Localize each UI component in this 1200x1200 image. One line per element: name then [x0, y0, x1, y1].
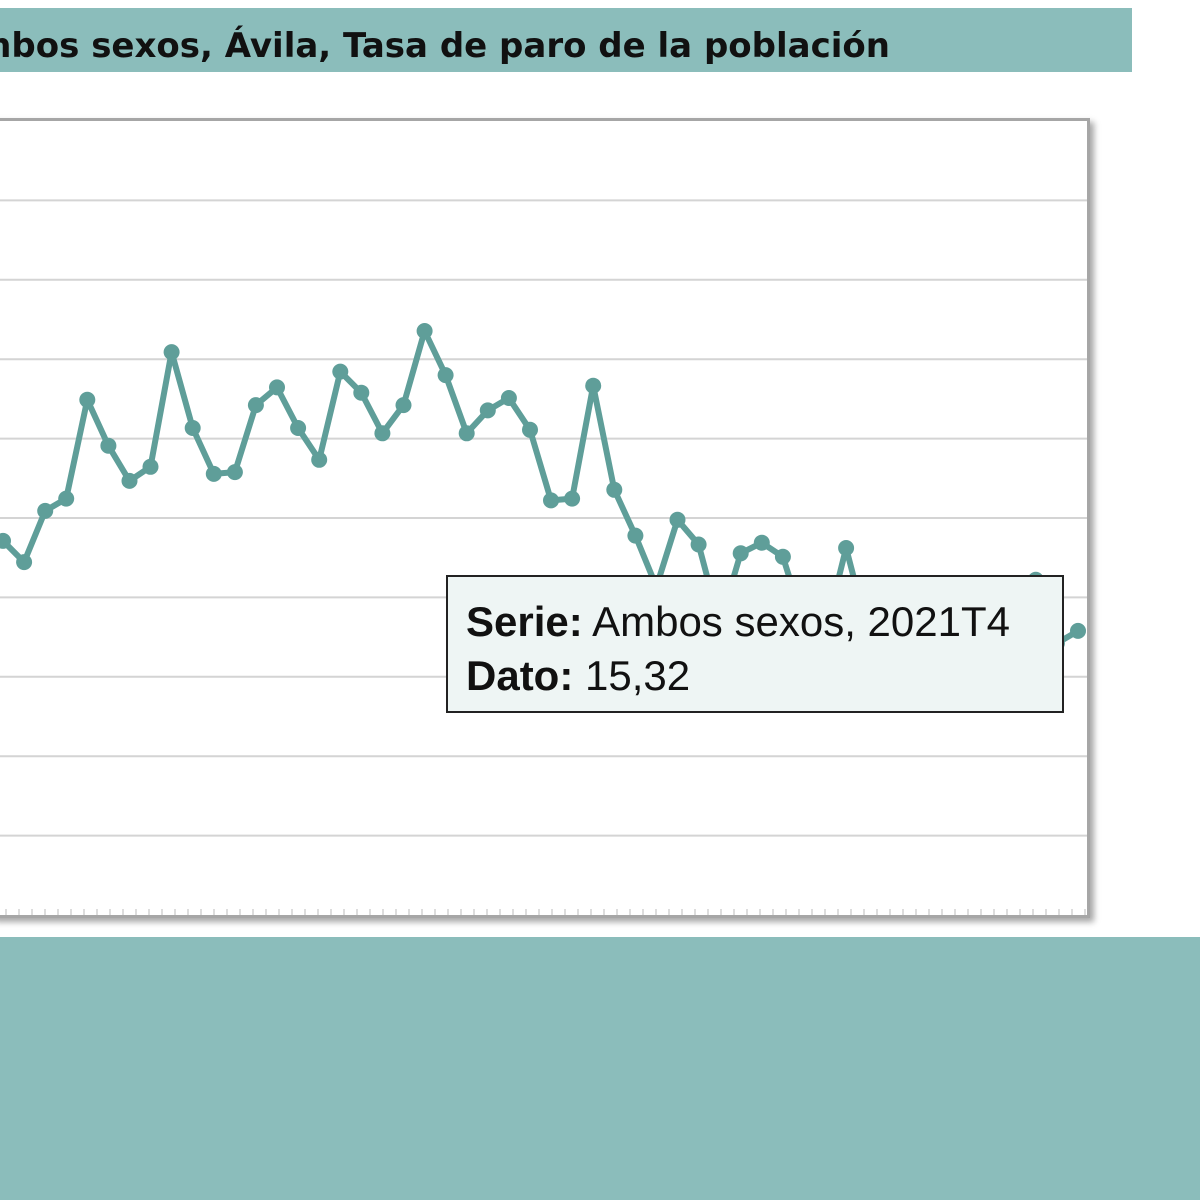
tooltip-serie-row: Serie: Ambos sexos, 2021T4	[466, 595, 1062, 649]
data-point[interactable]	[669, 511, 686, 528]
data-point[interactable]	[332, 363, 349, 380]
data-point[interactable]	[58, 490, 75, 507]
data-point[interactable]	[437, 367, 454, 384]
data-point[interactable]	[543, 492, 559, 509]
data-point[interactable]	[205, 465, 222, 482]
data-point[interactable]	[163, 344, 180, 361]
data-point[interactable]	[690, 536, 707, 553]
data-point[interactable]	[142, 458, 159, 475]
data-point[interactable]	[606, 481, 623, 498]
data-point[interactable]	[311, 451, 328, 468]
data-point[interactable]	[774, 548, 791, 565]
tooltip-serie-label: Serie:	[466, 598, 583, 645]
data-point[interactable]	[226, 464, 243, 481]
data-point[interactable]	[564, 490, 581, 507]
data-point[interactable]	[732, 545, 749, 562]
data-point[interactable]	[0, 532, 11, 549]
data-point[interactable]	[353, 384, 370, 401]
data-point[interactable]	[627, 527, 644, 544]
data-tooltip: Serie: Ambos sexos, 2021T4 Dato: 15,32	[446, 575, 1064, 713]
data-point[interactable]	[37, 502, 54, 519]
data-point[interactable]	[479, 402, 496, 419]
data-point[interactable]	[79, 391, 96, 408]
data-point[interactable]	[458, 425, 475, 442]
data-point[interactable]	[290, 420, 307, 436]
data-point[interactable]	[522, 421, 538, 438]
data-point[interactable]	[247, 397, 264, 414]
data-point[interactable]	[395, 397, 412, 414]
data-point[interactable]	[184, 420, 201, 436]
chart-frame	[0, 118, 1090, 918]
data-point[interactable]	[374, 425, 391, 442]
chart-title: mbos sexos, Ávila, Tasa de paro de la po…	[0, 26, 890, 66]
tooltip-dato-row: Dato: 15,32	[466, 649, 1062, 703]
tooltip-dato-label: Dato:	[466, 652, 574, 699]
data-point[interactable]	[416, 323, 433, 339]
footer-band	[0, 937, 1200, 1200]
data-point[interactable]	[121, 472, 138, 489]
tooltip-serie-value: Ambos sexos, 2021T4	[592, 598, 1010, 645]
chart-title-bar: mbos sexos, Ávila, Tasa de paro de la po…	[0, 8, 1132, 72]
data-point[interactable]	[1070, 622, 1086, 639]
data-point[interactable]	[753, 534, 770, 551]
data-point[interactable]	[16, 554, 33, 571]
data-point[interactable]	[838, 540, 855, 556]
tooltip-dato-value: 15,32	[585, 652, 691, 699]
data-point[interactable]	[269, 379, 285, 396]
line-chart	[0, 199, 1087, 915]
data-point[interactable]	[100, 437, 117, 454]
data-point[interactable]	[500, 390, 517, 406]
data-point[interactable]	[585, 377, 602, 394]
